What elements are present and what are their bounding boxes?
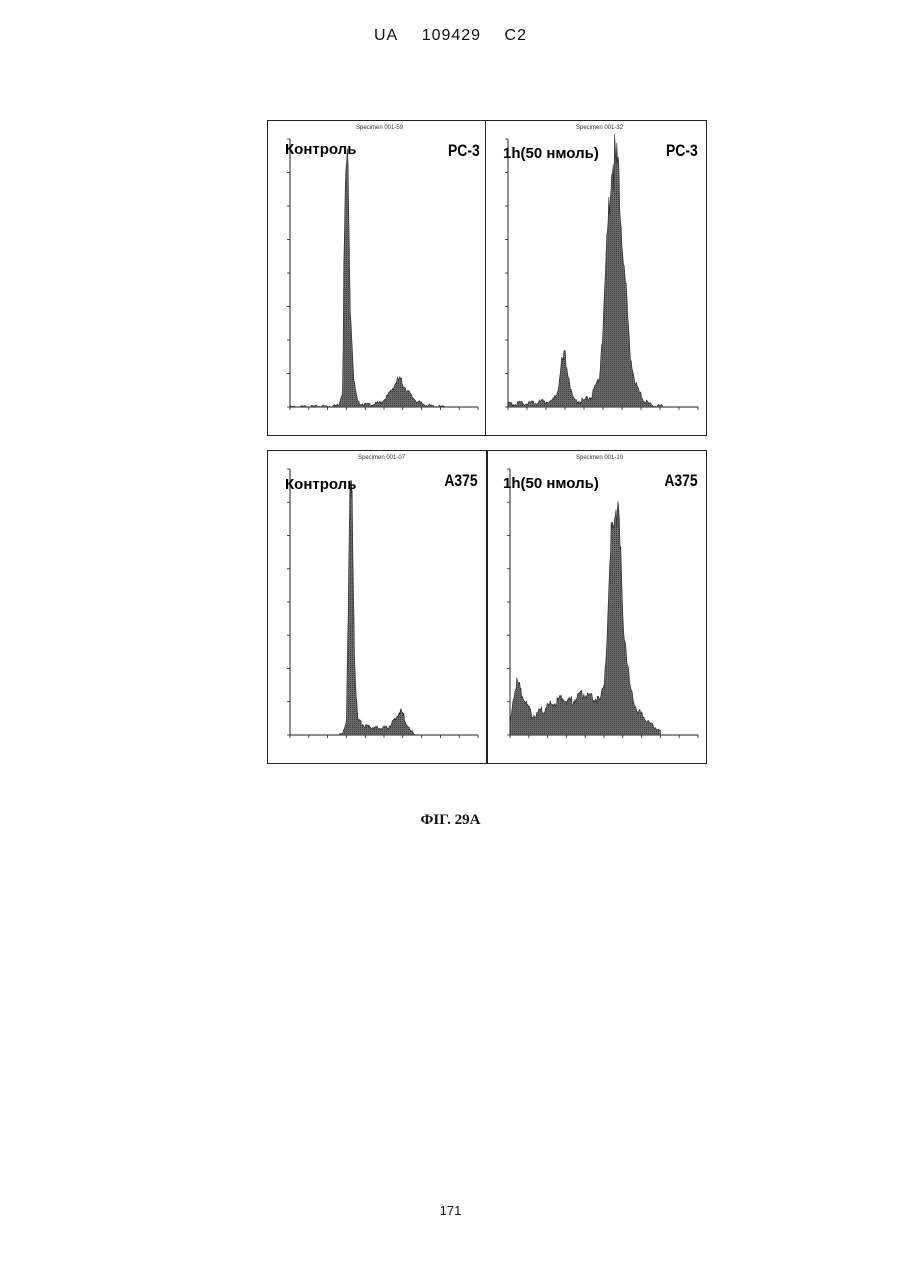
histogram-texture	[510, 501, 660, 735]
patent-number: 109429	[422, 27, 481, 44]
histogram-axes	[290, 139, 478, 407]
histogram-svg	[268, 121, 486, 435]
panel-label-left: 1h(50 нмоль)	[503, 475, 599, 492]
histogram-panel-pc3-1h: Specimen 001-32 1h(50 нмоль) PC-3	[485, 120, 707, 436]
histogram-area	[290, 149, 448, 407]
patent-header: UA 109429 C2	[0, 27, 901, 45]
histogram-area	[508, 134, 668, 407]
histogram-svg	[488, 451, 706, 763]
panel-label-left: Контроль	[285, 141, 356, 158]
specimen-label: Specimen 001-07	[358, 455, 405, 461]
panel-label-right: A375	[665, 471, 698, 491]
panel-label-left: 1h(50 нмоль)	[503, 145, 599, 162]
specimen-label: Specimen 001-32	[576, 125, 623, 131]
histogram-texture	[508, 134, 668, 407]
specimen-label: Specimen 001-59	[356, 125, 403, 131]
panel-label-right: PC-3	[448, 141, 480, 161]
panel-label-right: A375	[445, 471, 478, 491]
patent-kind-code: C2	[505, 27, 527, 44]
panel-label-right: PC-3	[666, 141, 698, 161]
figure-caption: ФІГ. 29А	[0, 812, 901, 829]
histogram-panel-a375-1h: Specimen 001-10 1h(50 нмоль) A375	[487, 450, 707, 764]
histogram-panel-a375-control: Specimen 001-07 Контроль A375	[267, 450, 487, 764]
histogram-panel-pc3-control: Specimen 001-59 Контроль PC-3	[267, 120, 487, 436]
panel-label-left: Контроль	[285, 476, 356, 493]
histogram-svg	[268, 451, 486, 763]
page-number: 171	[0, 1203, 901, 1218]
specimen-label: Specimen 001-10	[576, 455, 623, 461]
histogram-axes	[290, 469, 478, 735]
histogram-texture	[290, 149, 448, 407]
histogram-svg	[486, 121, 706, 435]
patent-country: UA	[374, 27, 398, 44]
